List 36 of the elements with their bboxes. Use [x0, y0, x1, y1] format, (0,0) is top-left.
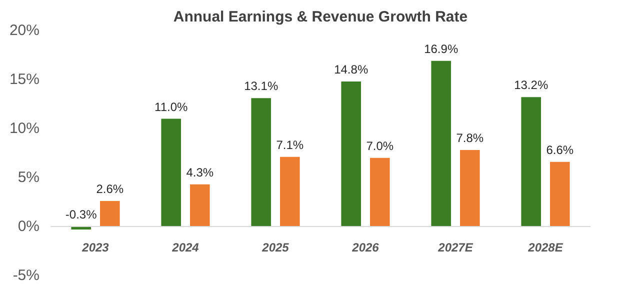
bar — [460, 150, 480, 226]
bar — [431, 60, 451, 226]
x-tick-label: 2023 — [81, 240, 110, 254]
data-label: -0.3% — [65, 208, 98, 222]
bar — [251, 98, 271, 226]
data-label: 4.3% — [186, 165, 214, 180]
y-tick-label: 20% — [9, 22, 40, 39]
x-tick-label: 2026 — [351, 240, 380, 254]
data-label: 16.9% — [424, 42, 458, 56]
y-tick-label: 0% — [18, 218, 40, 235]
data-label: 11.0% — [154, 100, 188, 114]
bar — [550, 162, 570, 226]
y-tick-label: -5% — [12, 267, 40, 284]
data-label: 7.8% — [456, 131, 484, 146]
data-label: 13.1% — [244, 79, 278, 94]
x-tick-label: 2028E — [527, 240, 564, 254]
bar — [521, 97, 541, 226]
bar — [190, 184, 210, 226]
bar — [280, 156, 300, 226]
bar — [341, 81, 361, 226]
data-label: 13.2% — [514, 78, 548, 92]
data-label: 7.0% — [366, 139, 394, 153]
data-label: 6.6% — [546, 142, 574, 157]
x-tick-label: 2024 — [171, 240, 200, 254]
y-tick-label: 5% — [18, 169, 40, 186]
data-label: 14.8% — [334, 62, 368, 77]
bar — [370, 158, 390, 226]
bar — [161, 118, 181, 226]
chart-title: Annual Earnings & Revenue Growth Rate — [173, 8, 468, 26]
bar — [100, 201, 120, 226]
y-tick-label: 15% — [9, 71, 40, 88]
x-tick-label: 2027E — [437, 240, 474, 254]
x-tick-label: 2025 — [261, 240, 290, 254]
y-tick-label: 10% — [9, 120, 40, 137]
data-label: 2.6% — [96, 182, 124, 196]
data-label: 7.1% — [276, 138, 304, 152]
